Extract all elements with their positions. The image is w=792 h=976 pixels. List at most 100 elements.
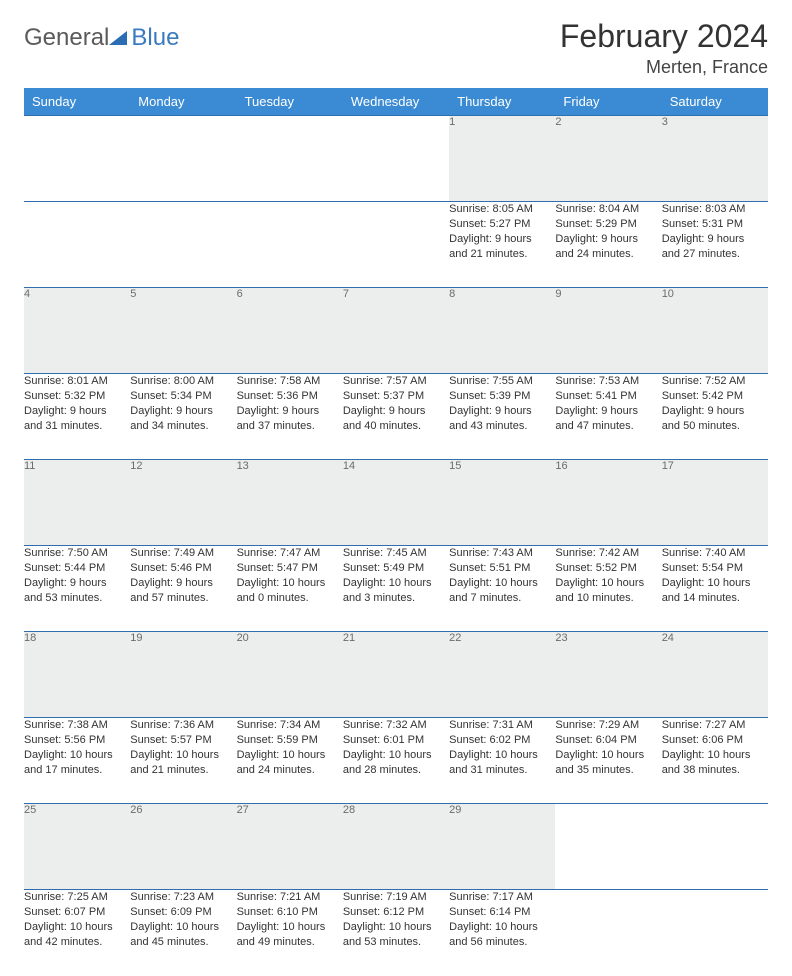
daylight-text: and 14 minutes. (662, 591, 768, 606)
daylight-text: and 57 minutes. (130, 591, 236, 606)
day-detail-cell: Sunrise: 7:45 AMSunset: 5:49 PMDaylight:… (343, 546, 449, 632)
day-number-row: 11121314151617 (24, 460, 768, 546)
sunrise-text: Sunrise: 7:40 AM (662, 546, 768, 561)
daylight-text: Daylight: 9 hours (555, 232, 661, 247)
weekday-header: Monday (130, 88, 236, 116)
sunrise-text: Sunrise: 7:34 AM (237, 718, 343, 733)
day-number-cell: 1 (449, 116, 555, 202)
day-number-row: 123 (24, 116, 768, 202)
day-number-cell: 3 (662, 116, 768, 202)
day-number-cell: 13 (237, 460, 343, 546)
day-detail-cell: Sunrise: 7:17 AMSunset: 6:14 PMDaylight:… (449, 890, 555, 976)
daylight-text: Daylight: 9 hours (662, 232, 768, 247)
day-number-cell: 6 (237, 288, 343, 374)
daylight-text: Daylight: 9 hours (343, 404, 449, 419)
day-number-cell: 19 (130, 632, 236, 718)
daylight-text: Daylight: 9 hours (449, 232, 555, 247)
sunset-text: Sunset: 5:44 PM (24, 561, 130, 576)
daylight-text: and 43 minutes. (449, 419, 555, 434)
day-number-cell: 28 (343, 804, 449, 890)
daylight-text: Daylight: 10 hours (237, 576, 343, 591)
daylight-text: Daylight: 10 hours (662, 576, 768, 591)
day-detail-cell: Sunrise: 7:40 AMSunset: 5:54 PMDaylight:… (662, 546, 768, 632)
day-number-cell: 26 (130, 804, 236, 890)
day-detail-row: Sunrise: 8:01 AMSunset: 5:32 PMDaylight:… (24, 374, 768, 460)
day-detail-row: Sunrise: 7:25 AMSunset: 6:07 PMDaylight:… (24, 890, 768, 976)
day-detail-cell (130, 202, 236, 288)
daylight-text: and 38 minutes. (662, 763, 768, 778)
daylight-text: and 21 minutes. (130, 763, 236, 778)
sunset-text: Sunset: 6:12 PM (343, 905, 449, 920)
sunset-text: Sunset: 5:46 PM (130, 561, 236, 576)
daylight-text: Daylight: 9 hours (662, 404, 768, 419)
daylight-text: and 53 minutes. (24, 591, 130, 606)
daylight-text: and 37 minutes. (237, 419, 343, 434)
daylight-text: Daylight: 10 hours (555, 576, 661, 591)
day-detail-cell: Sunrise: 7:34 AMSunset: 5:59 PMDaylight:… (237, 718, 343, 804)
sunset-text: Sunset: 5:57 PM (130, 733, 236, 748)
day-number-cell: 9 (555, 288, 661, 374)
day-number-cell: 29 (449, 804, 555, 890)
sunrise-text: Sunrise: 7:32 AM (343, 718, 449, 733)
day-detail-cell: Sunrise: 7:25 AMSunset: 6:07 PMDaylight:… (24, 890, 130, 976)
day-detail-row: Sunrise: 8:05 AMSunset: 5:27 PMDaylight:… (24, 202, 768, 288)
day-detail-cell: Sunrise: 7:43 AMSunset: 5:51 PMDaylight:… (449, 546, 555, 632)
daylight-text: Daylight: 9 hours (555, 404, 661, 419)
weekday-header: Thursday (449, 88, 555, 116)
day-number-cell: 14 (343, 460, 449, 546)
sunset-text: Sunset: 5:34 PM (130, 389, 236, 404)
sunrise-text: Sunrise: 7:42 AM (555, 546, 661, 561)
day-detail-cell: Sunrise: 7:57 AMSunset: 5:37 PMDaylight:… (343, 374, 449, 460)
sunrise-text: Sunrise: 8:01 AM (24, 374, 130, 389)
sunrise-text: Sunrise: 7:52 AM (662, 374, 768, 389)
sunset-text: Sunset: 5:31 PM (662, 217, 768, 232)
daylight-text: Daylight: 10 hours (449, 576, 555, 591)
sunset-text: Sunset: 5:39 PM (449, 389, 555, 404)
sunset-text: Sunset: 5:41 PM (555, 389, 661, 404)
day-detail-cell (237, 202, 343, 288)
day-detail-cell: Sunrise: 8:04 AMSunset: 5:29 PMDaylight:… (555, 202, 661, 288)
daylight-text: and 24 minutes. (555, 247, 661, 262)
day-number-row: 18192021222324 (24, 632, 768, 718)
sunrise-text: Sunrise: 7:31 AM (449, 718, 555, 733)
daylight-text: and 27 minutes. (662, 247, 768, 262)
sunset-text: Sunset: 6:10 PM (237, 905, 343, 920)
day-number-cell: 24 (662, 632, 768, 718)
day-number-cell (343, 116, 449, 202)
day-number-cell: 25 (24, 804, 130, 890)
day-number-cell: 12 (130, 460, 236, 546)
day-detail-cell: Sunrise: 7:29 AMSunset: 6:04 PMDaylight:… (555, 718, 661, 804)
logo-text-blue: Blue (113, 24, 179, 52)
sunset-text: Sunset: 6:01 PM (343, 733, 449, 748)
sunrise-text: Sunrise: 7:21 AM (237, 890, 343, 905)
day-detail-cell: Sunrise: 7:55 AMSunset: 5:39 PMDaylight:… (449, 374, 555, 460)
day-detail-cell: Sunrise: 7:21 AMSunset: 6:10 PMDaylight:… (237, 890, 343, 976)
sunset-text: Sunset: 5:37 PM (343, 389, 449, 404)
daylight-text: Daylight: 9 hours (237, 404, 343, 419)
sunrise-text: Sunrise: 7:36 AM (130, 718, 236, 733)
logo-text-general: General (24, 24, 109, 52)
day-detail-cell: Sunrise: 7:31 AMSunset: 6:02 PMDaylight:… (449, 718, 555, 804)
day-detail-cell: Sunrise: 8:05 AMSunset: 5:27 PMDaylight:… (449, 202, 555, 288)
daylight-text: and 28 minutes. (343, 763, 449, 778)
day-number-cell (130, 116, 236, 202)
sunset-text: Sunset: 6:06 PM (662, 733, 768, 748)
daylight-text: Daylight: 10 hours (130, 920, 236, 935)
daylight-text: Daylight: 10 hours (449, 748, 555, 763)
sunset-text: Sunset: 6:04 PM (555, 733, 661, 748)
header: General Blue February 2024 Merten, Franc… (24, 18, 768, 78)
sunrise-text: Sunrise: 7:19 AM (343, 890, 449, 905)
sunset-text: Sunset: 5:42 PM (662, 389, 768, 404)
day-detail-cell: Sunrise: 8:01 AMSunset: 5:32 PMDaylight:… (24, 374, 130, 460)
day-detail-cell: Sunrise: 7:32 AMSunset: 6:01 PMDaylight:… (343, 718, 449, 804)
day-number-cell: 20 (237, 632, 343, 718)
day-number-row: 2526272829 (24, 804, 768, 890)
daylight-text: and 17 minutes. (24, 763, 130, 778)
sunset-text: Sunset: 5:51 PM (449, 561, 555, 576)
daylight-text: and 53 minutes. (343, 935, 449, 950)
weekday-header: Tuesday (237, 88, 343, 116)
weekday-header-row: Sunday Monday Tuesday Wednesday Thursday… (24, 88, 768, 116)
day-number-cell (24, 116, 130, 202)
logo: General Blue (24, 24, 179, 52)
sunrise-text: Sunrise: 8:00 AM (130, 374, 236, 389)
